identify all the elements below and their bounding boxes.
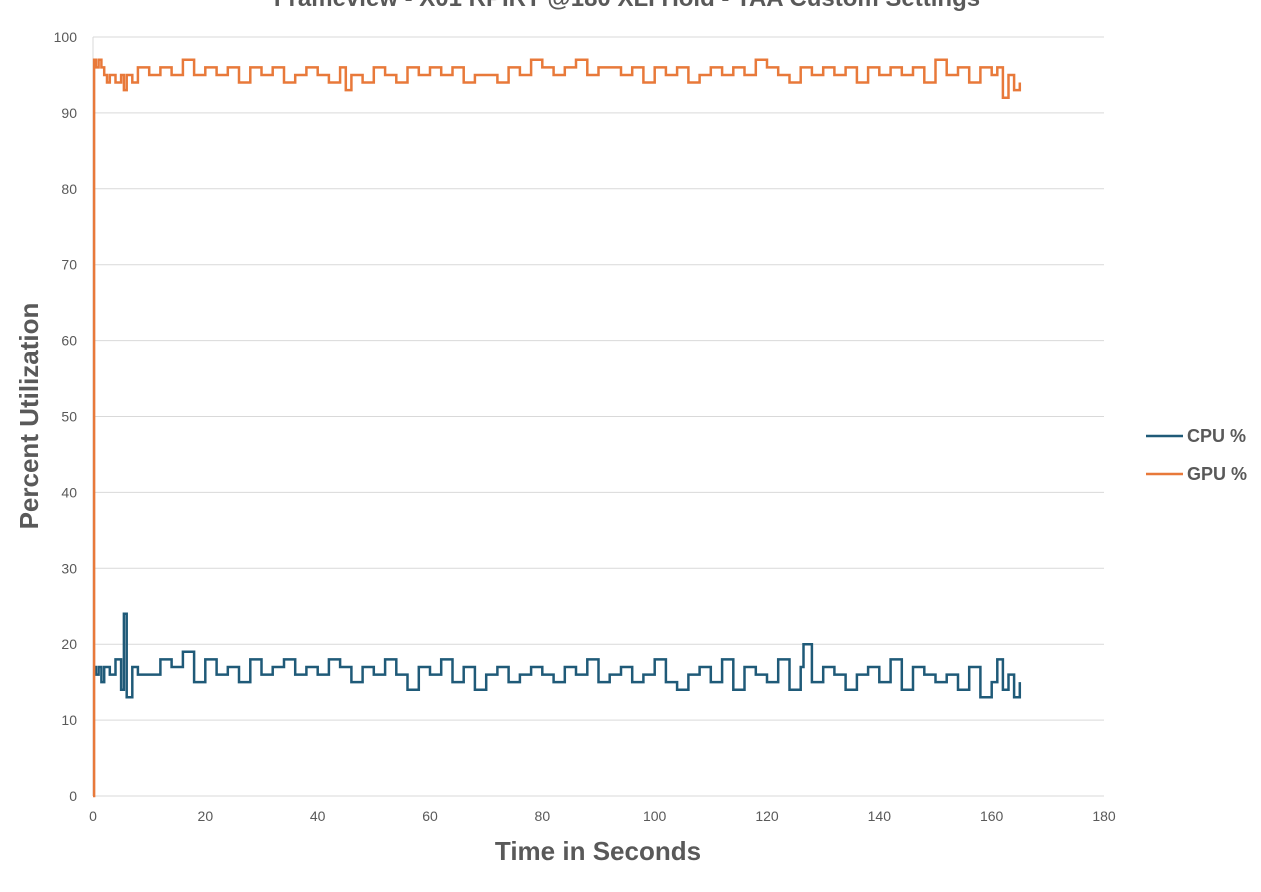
y-axis-title: Percent Utilization <box>14 303 44 530</box>
series-lines <box>92 58 1022 798</box>
series-line-gpu <box>92 58 1022 798</box>
y-tick-label: 100 <box>54 29 78 45</box>
legend: CPU % GPU % <box>1146 426 1247 484</box>
x-tick-label: 0 <box>89 808 97 824</box>
series-line-cpu <box>93 612 1022 699</box>
x-tick-label: 80 <box>535 808 551 824</box>
y-tick-label: 50 <box>61 409 77 425</box>
x-tick-label: 40 <box>310 808 326 824</box>
x-tick-label: 60 <box>422 808 438 824</box>
y-axis-ticks: 0 10 20 30 40 50 60 70 80 90 100 <box>54 29 78 804</box>
y-tick-label: 10 <box>61 712 77 728</box>
y-tick-label: 80 <box>61 181 77 197</box>
x-axis-title: Time in Seconds <box>495 836 701 866</box>
x-tick-label: 160 <box>980 808 1004 824</box>
x-axis-ticks: 0 20 40 60 80 100 120 140 160 180 <box>89 808 1116 824</box>
chart-title: Frameview - X01 RPIRT @180 XLI Hold - TA… <box>274 0 980 12</box>
x-tick-label: 100 <box>643 808 667 824</box>
y-tick-label: 40 <box>61 484 77 500</box>
legend-label: GPU % <box>1187 464 1247 484</box>
y-tick-label: 90 <box>61 105 77 121</box>
y-tick-label: 0 <box>69 788 77 804</box>
y-tick-label: 70 <box>61 257 77 273</box>
y-tick-label: 30 <box>61 560 77 576</box>
x-tick-label: 180 <box>1092 808 1116 824</box>
legend-label: CPU % <box>1187 426 1246 446</box>
y-tick-label: 20 <box>61 636 77 652</box>
x-tick-label: 20 <box>198 808 214 824</box>
x-tick-label: 120 <box>755 808 779 824</box>
y-tick-label: 60 <box>61 333 77 349</box>
x-tick-label: 140 <box>868 808 892 824</box>
gridlines <box>93 36 1104 721</box>
